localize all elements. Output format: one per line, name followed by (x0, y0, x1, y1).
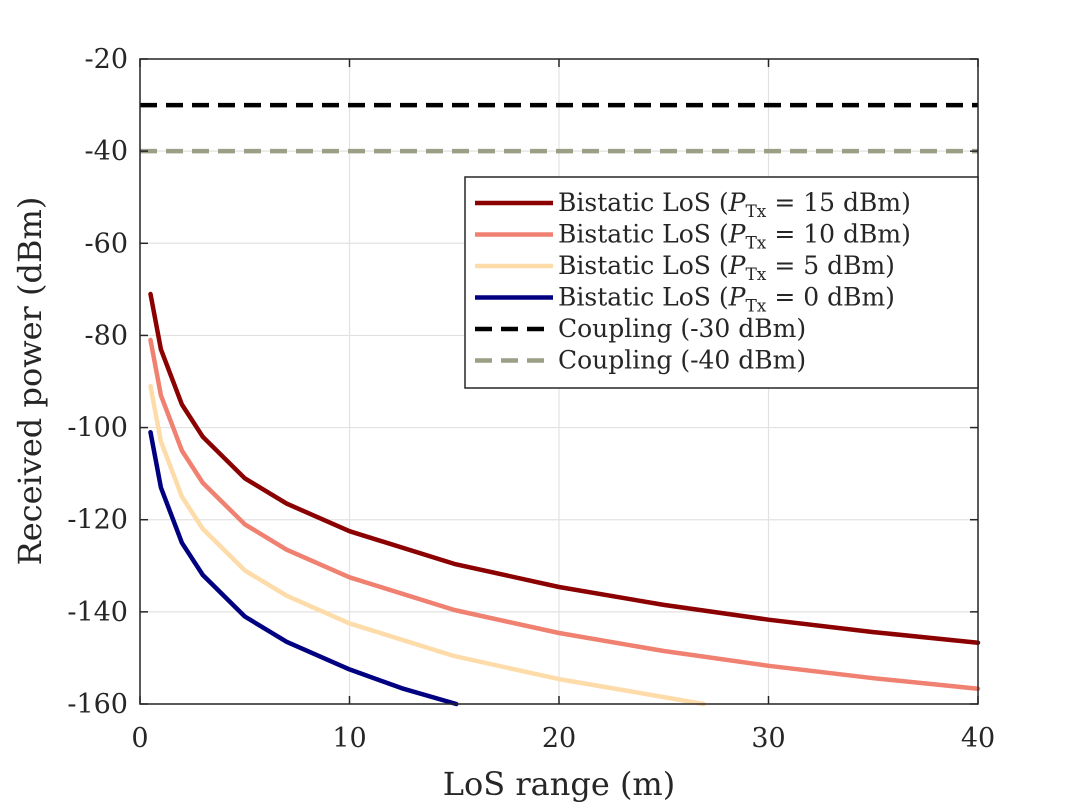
x-tick-label: 30 (751, 723, 785, 754)
x-axis-label: LoS range (m) (443, 765, 676, 803)
series-line-1 (148, 291, 981, 645)
y-tick-label: -160 (67, 689, 128, 720)
series-line-3 (148, 383, 706, 707)
legend-entry: Coupling (-30 dBm) (558, 314, 806, 343)
legend-entry: Bistatic LoS (PTx = 0 dBm) (558, 283, 895, 317)
x-tick-label: 40 (961, 723, 995, 754)
series-layer (140, 102, 981, 707)
y-tick-label: -100 (67, 413, 128, 444)
y-tick-label: -120 (67, 505, 128, 536)
legend-entry: Bistatic LoS (PTx = 5 dBm) (558, 251, 895, 285)
y-tick-label: -140 (67, 597, 128, 628)
legend-box (464, 176, 979, 389)
y-axis-label: Received power (dBm) (11, 197, 49, 566)
ticks: 0 10 20 30 40 -20 -40 -60 -80 -100 -120 -140 -160 (67, 44, 995, 754)
legend: Bistatic LoS (PTx = 15 dBm)Bistatic LoS … (464, 176, 979, 389)
series-line-2 (148, 337, 981, 692)
y-tick-label: -40 (85, 136, 128, 167)
x-tick-label: 0 (131, 723, 148, 754)
y-tick-label: -80 (85, 320, 128, 351)
legend-entry: Bistatic LoS (PTx = 10 dBm) (558, 220, 911, 254)
x-tick-label: 10 (332, 723, 366, 754)
legend-entry: Coupling (-40 dBm) (558, 346, 806, 375)
x-tick-label: 20 (542, 723, 576, 754)
y-tick-label: -60 (85, 228, 128, 259)
y-tick-label: -20 (85, 44, 128, 75)
series-line-4 (148, 429, 459, 707)
legend-entry: Bistatic LoS (PTx = 15 dBm) (558, 188, 911, 222)
